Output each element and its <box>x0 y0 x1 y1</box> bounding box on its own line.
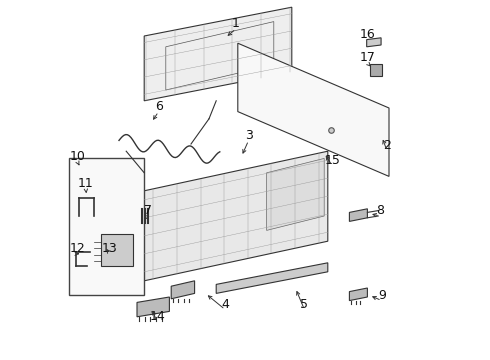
Polygon shape <box>101 234 133 266</box>
Text: 9: 9 <box>378 289 386 302</box>
Polygon shape <box>171 281 195 299</box>
Polygon shape <box>137 297 170 317</box>
Text: 11: 11 <box>78 177 94 190</box>
Text: 15: 15 <box>324 154 340 167</box>
Text: 3: 3 <box>245 129 252 141</box>
Polygon shape <box>267 158 324 230</box>
Bar <box>69 158 144 295</box>
Text: 13: 13 <box>102 242 118 255</box>
Text: 14: 14 <box>149 310 165 323</box>
Text: 12: 12 <box>70 242 85 255</box>
Text: 7: 7 <box>144 204 152 217</box>
Text: 10: 10 <box>70 150 86 163</box>
Text: 8: 8 <box>376 204 384 217</box>
Text: 5: 5 <box>300 298 308 311</box>
Polygon shape <box>238 43 389 176</box>
Polygon shape <box>367 38 381 47</box>
Text: 4: 4 <box>221 298 229 311</box>
Text: 1: 1 <box>232 17 240 30</box>
Polygon shape <box>349 288 368 301</box>
Text: 17: 17 <box>360 51 375 64</box>
Polygon shape <box>144 151 328 281</box>
Polygon shape <box>144 7 292 101</box>
Text: 16: 16 <box>360 28 375 41</box>
Text: 2: 2 <box>383 139 391 152</box>
Text: 6: 6 <box>155 100 163 113</box>
Polygon shape <box>349 209 368 221</box>
Polygon shape <box>216 263 328 293</box>
